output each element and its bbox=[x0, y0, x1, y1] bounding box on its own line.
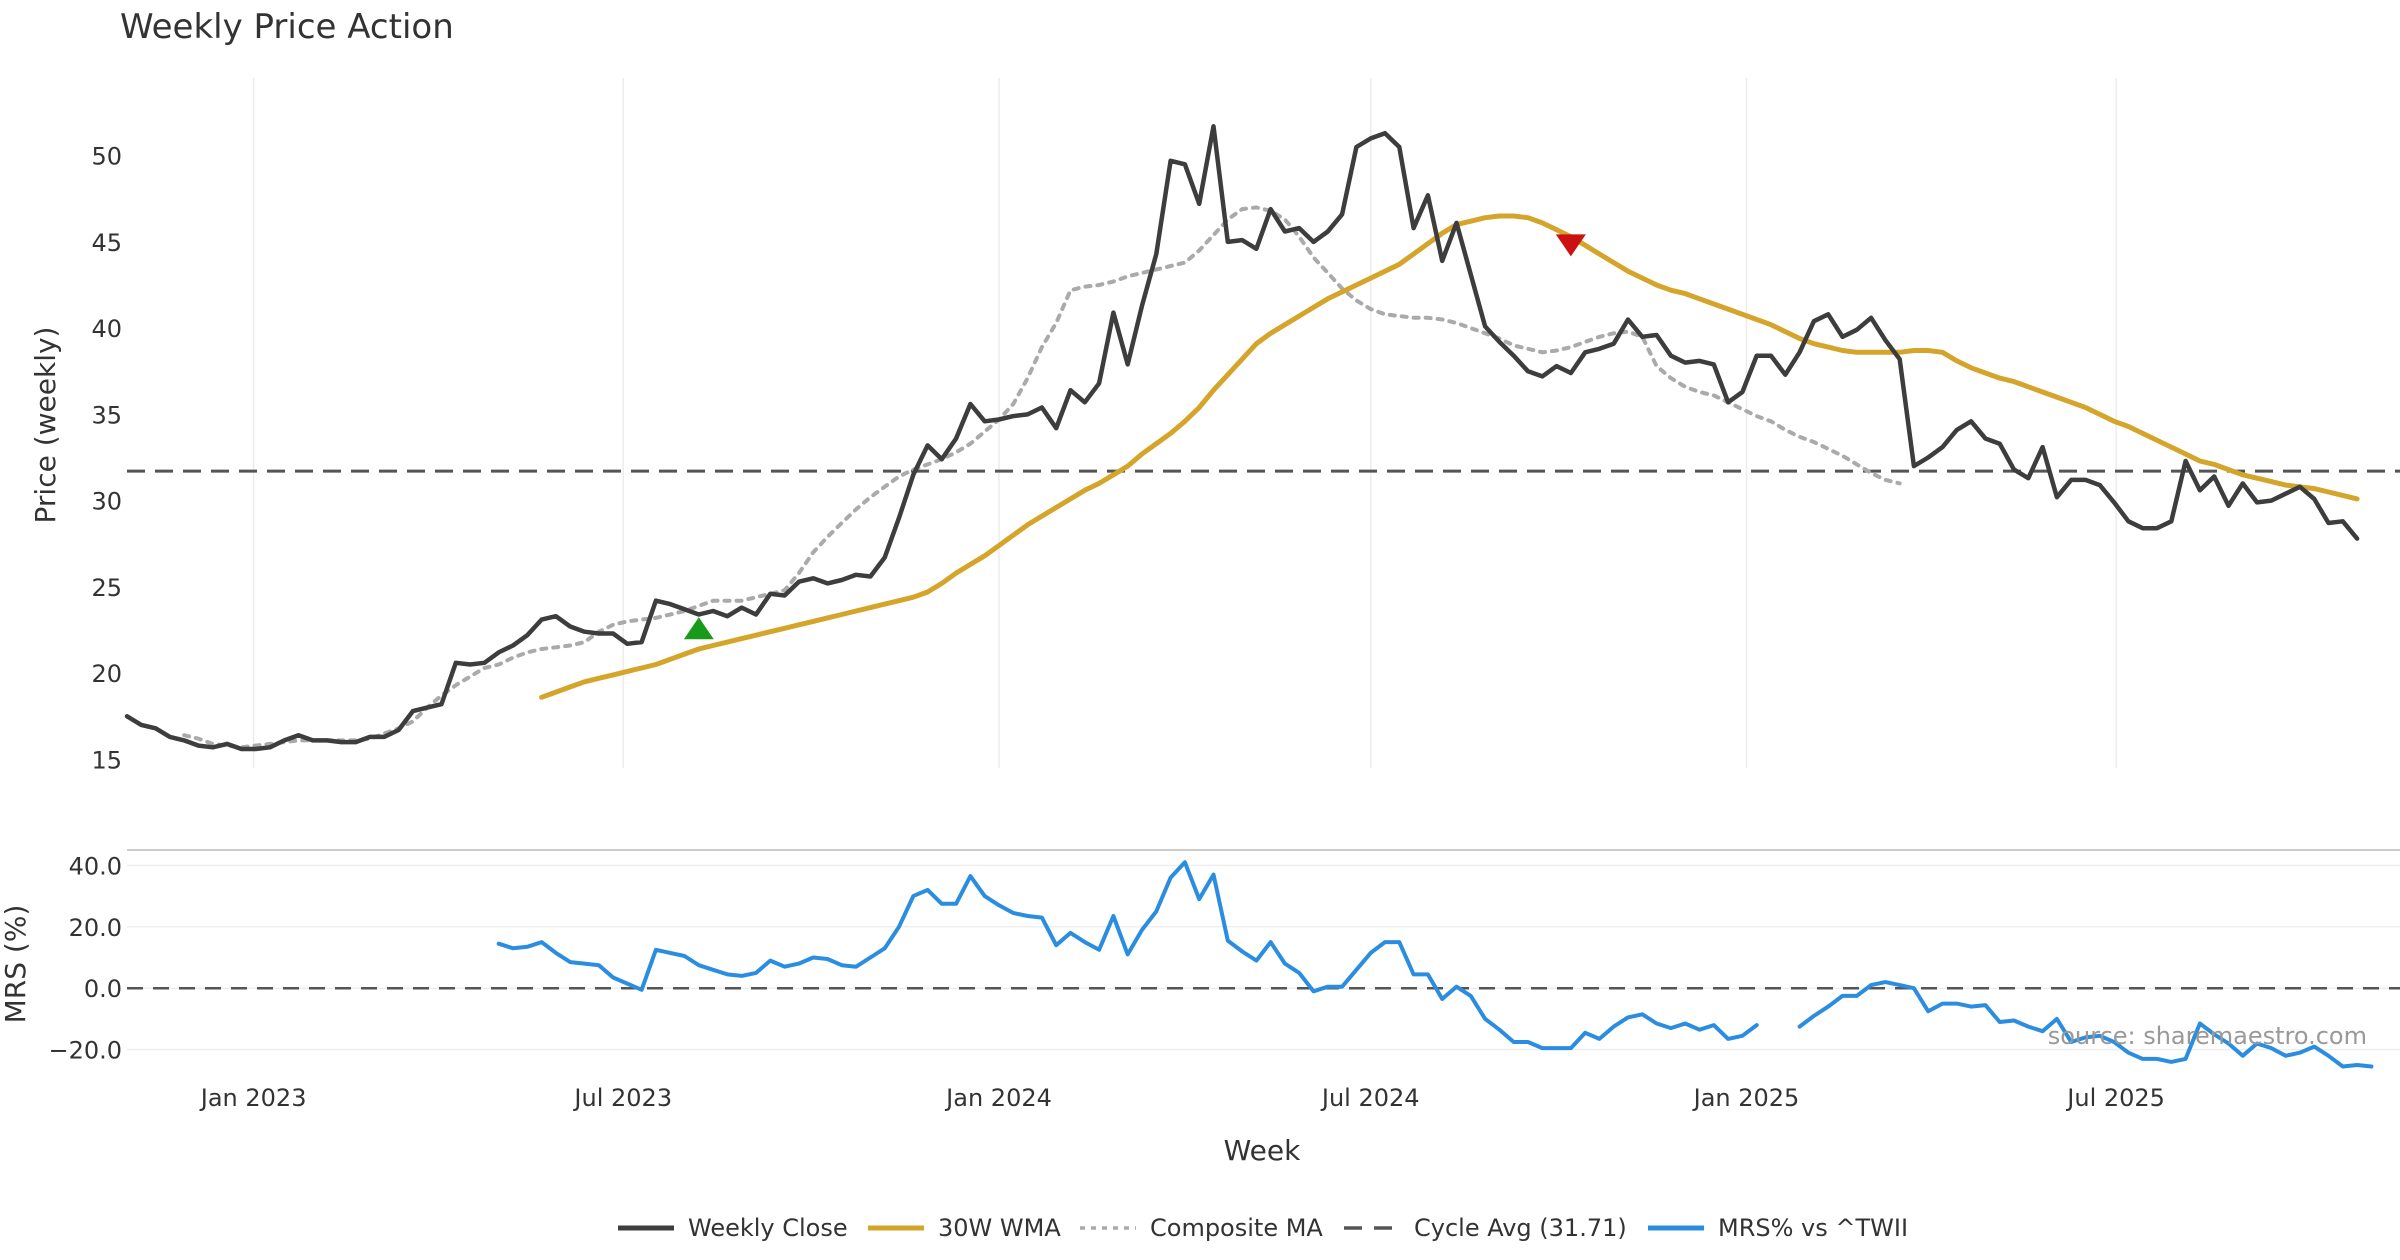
chart-title: Weekly Price Action bbox=[120, 7, 454, 47]
mrs-line-segment bbox=[496, 860, 1759, 1051]
sell-signal-marker bbox=[1555, 234, 1586, 257]
price-y-tick-label: 20 bbox=[91, 660, 122, 688]
legend-item: 30W WMA bbox=[868, 1214, 1061, 1242]
x-tick-label: Jan 2025 bbox=[1692, 1084, 1800, 1112]
price-y-tick-label: 50 bbox=[91, 143, 122, 171]
mrs-y-tick-label: 0.0 bbox=[84, 975, 122, 1003]
price-y-tick-label: 25 bbox=[91, 574, 122, 602]
chart-legend: Weekly Close 30W WMA Composite MA Cycle Avg… bbox=[618, 1214, 1908, 1242]
mrs-panel-grid bbox=[127, 849, 2400, 1051]
mrs-y-tick-label: 40.0 bbox=[69, 852, 122, 880]
x-tick-label: Jan 2023 bbox=[199, 1084, 307, 1112]
wma-30w-line bbox=[539, 213, 2360, 700]
mrs-y-tick-label: 20.0 bbox=[69, 914, 122, 942]
legend-label: Cycle Avg (31.71) bbox=[1414, 1214, 1627, 1242]
x-axis: Jan 2023 Jul 2023 Jan 2024 Jul 2024 Jan 2025… bbox=[199, 1084, 2165, 1112]
mrs-y-tick-label: −20.0 bbox=[48, 1037, 122, 1065]
legend-item: Composite MA bbox=[1080, 1214, 1323, 1242]
price-y-tick-label: 15 bbox=[91, 746, 122, 774]
price-y-tick-label: 40 bbox=[91, 315, 122, 343]
legend-item: Cycle Avg (31.71) bbox=[1344, 1214, 1627, 1242]
buy-signal-marker bbox=[683, 617, 714, 640]
legend-label: Weekly Close bbox=[688, 1214, 848, 1242]
x-axis-title: Week bbox=[1224, 1134, 1301, 1167]
price-y-tick-label: 30 bbox=[91, 488, 122, 516]
mrs-panel: −20.0 0.0 20.0 40.0 bbox=[48, 852, 2400, 1069]
legend-item: Weekly Close bbox=[618, 1214, 848, 1242]
price-y-tick-label: 35 bbox=[91, 401, 122, 429]
x-tick-label: Jul 2024 bbox=[1320, 1084, 1420, 1112]
mrs-line-segment bbox=[1797, 980, 2374, 1069]
legend-item: MRS% vs ^TWII bbox=[1648, 1214, 1908, 1242]
x-tick-label: Jan 2024 bbox=[944, 1084, 1052, 1112]
price-axis-title: Price (weekly) bbox=[29, 327, 62, 524]
mrs-axis-title: MRS (%) bbox=[0, 905, 32, 1024]
x-tick-label: Jul 2023 bbox=[572, 1084, 672, 1112]
weekly-close-line bbox=[124, 124, 2360, 752]
legend-label: Composite MA bbox=[1150, 1214, 1323, 1242]
price-panel: 15 20 25 30 35 40 45 50 bbox=[91, 124, 2400, 774]
legend-label: MRS% vs ^TWII bbox=[1718, 1214, 1908, 1242]
x-tick-label: Jul 2025 bbox=[2065, 1084, 2165, 1112]
legend-label: 30W WMA bbox=[938, 1214, 1061, 1242]
composite-ma-line bbox=[182, 205, 1902, 750]
source-label: source: sharemaestro.com bbox=[2048, 1022, 2367, 1050]
price-y-tick-label: 45 bbox=[91, 229, 122, 257]
